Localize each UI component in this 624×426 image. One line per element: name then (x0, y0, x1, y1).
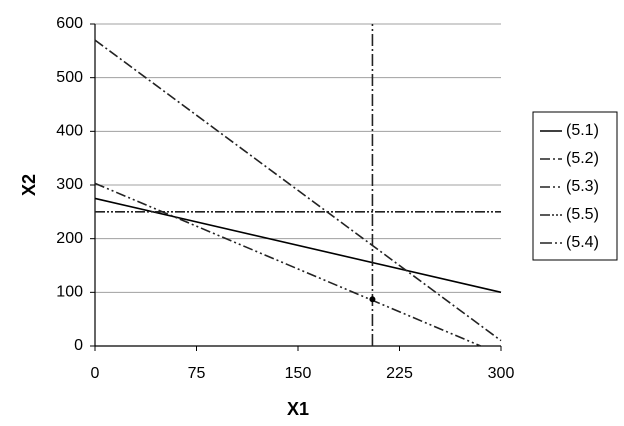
y-tick-label: 300 (56, 176, 83, 193)
x-tick-label: 225 (386, 365, 413, 382)
legend-label: (5.5) (566, 206, 599, 223)
y-tick-label: 400 (56, 123, 83, 140)
legend-label: (5.4) (566, 234, 599, 251)
y-tick-label: 100 (56, 284, 83, 301)
y-tick-label: 200 (56, 230, 83, 247)
legend-label: (5.1) (566, 122, 599, 139)
legend-box (532, 111, 618, 261)
y-tick-label: 0 (74, 337, 83, 354)
legend-label: (5.3) (566, 178, 599, 195)
series-line (94, 39, 502, 342)
y-axis-title: X2 (19, 174, 39, 196)
legend-label: (5.2) (566, 150, 599, 167)
x-tick-label: 300 (488, 365, 515, 382)
series-line (94, 197, 502, 294)
x-tick-label: 0 (91, 365, 100, 382)
x-tick-label: 150 (285, 365, 312, 382)
y-tick-label: 600 (56, 15, 83, 32)
series-line (94, 182, 482, 347)
point-marker (369, 296, 376, 303)
x-axis-title: X1 (287, 399, 309, 419)
y-tick-label: 500 (56, 69, 83, 86)
x-tick-label: 75 (188, 365, 206, 382)
